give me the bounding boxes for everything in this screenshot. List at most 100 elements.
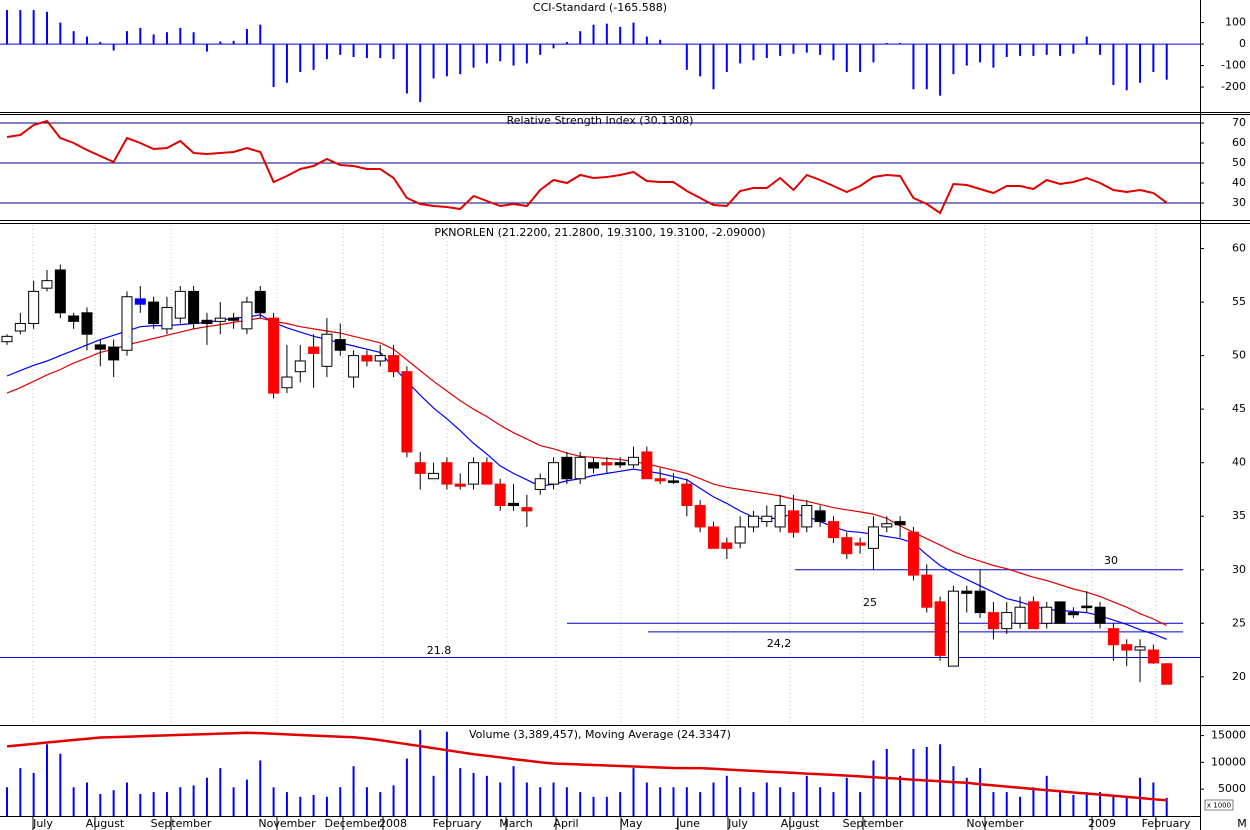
- y-tick-label: 60: [1232, 242, 1246, 255]
- candle-body: [1161, 663, 1173, 685]
- candle-body: [308, 346, 320, 354]
- candle-body: [734, 526, 746, 544]
- x-tick-label: June: [675, 817, 700, 830]
- candle-body: [787, 510, 799, 533]
- candle-body: [574, 456, 586, 480]
- candle-body: [721, 542, 733, 549]
- candle-body: [481, 462, 493, 485]
- candle-body: [987, 612, 999, 630]
- candle-body: [761, 515, 773, 523]
- candle-body: [681, 483, 693, 507]
- candle-body: [707, 526, 719, 549]
- candle-body: [534, 478, 546, 490]
- candle-body: [174, 290, 186, 319]
- candle-body: [214, 317, 226, 322]
- candle-body: [108, 346, 120, 361]
- y-tick-label: 60: [1232, 136, 1246, 149]
- candle-body: [614, 462, 626, 466]
- y-tick-label: 30: [1232, 196, 1246, 209]
- candle-body: [254, 290, 266, 314]
- x-tick-label: February: [1142, 817, 1191, 830]
- moving-average: [6, 317, 1167, 626]
- candle-body: [14, 323, 26, 332]
- x-tick-label: May: [620, 817, 643, 830]
- candle-body: [921, 574, 933, 608]
- x-tick-label: September: [151, 817, 212, 830]
- support-label: 25: [863, 596, 877, 609]
- x-tick-label: July: [727, 817, 748, 830]
- candle-body: [867, 526, 879, 549]
- candle-body: [1107, 628, 1119, 646]
- x-tick-label: February: [433, 817, 482, 830]
- candle-body: [441, 462, 453, 485]
- x-tick-label: M: [1237, 817, 1247, 830]
- candle-body: [361, 355, 373, 362]
- volume-moving-average: [6, 731, 1167, 802]
- candle-body: [894, 521, 906, 526]
- candle-body: [228, 317, 240, 321]
- y-tick-label: -200: [1221, 80, 1246, 93]
- rsi-title: Relative Strength Index (30.1308): [507, 114, 694, 127]
- support-label: 21.8: [427, 644, 452, 657]
- rsi-line: [6, 119, 1168, 215]
- candle-body: [1134, 646, 1146, 651]
- x-tick-label: April: [553, 817, 578, 830]
- y-tick-label: 50: [1232, 156, 1246, 169]
- candle-body: [428, 472, 440, 480]
- candle-body: [294, 360, 306, 373]
- candle-body: [947, 590, 959, 667]
- candle-body: [41, 280, 53, 289]
- x-tick-label: November: [966, 817, 1024, 830]
- candle-body: [148, 301, 160, 325]
- candle-body: [201, 319, 213, 325]
- candle-body: [1054, 601, 1066, 624]
- candle-body: [1014, 606, 1026, 624]
- y-tick-label: 10000: [1211, 755, 1246, 768]
- candle-body: [654, 478, 666, 482]
- candle-body: [694, 505, 706, 528]
- candle-body: [161, 306, 173, 330]
- cci-title: CCI-Standard (-165.588): [533, 1, 667, 14]
- candle-body: [801, 505, 813, 528]
- y-tick-label: 40: [1232, 176, 1246, 189]
- y-tick-label: -100: [1221, 59, 1246, 72]
- candle-body: [1081, 605, 1093, 609]
- candle-body: [54, 269, 66, 314]
- candle-body: [1, 335, 13, 343]
- candle-body: [374, 355, 386, 362]
- candle-body: [521, 507, 533, 512]
- unit-label: x 1000: [1207, 802, 1231, 810]
- y-tick-label: 5000: [1218, 782, 1246, 795]
- unit-box: [1204, 799, 1234, 811]
- candle-body: [321, 333, 333, 367]
- x-tick-label: March: [499, 817, 533, 830]
- candle-body: [1027, 601, 1039, 630]
- y-tick-label: 35: [1232, 509, 1246, 522]
- candle-body: [1067, 612, 1079, 616]
- candle-body: [548, 462, 560, 485]
- candle-body: [94, 344, 106, 350]
- candle-body: [907, 531, 919, 576]
- candle-body: [121, 296, 133, 351]
- candle-body: [1147, 649, 1159, 664]
- candle-body: [268, 317, 280, 394]
- candle-body: [974, 590, 986, 614]
- candle-body: [747, 515, 759, 528]
- candle-body: [281, 376, 293, 389]
- candle-body: [561, 456, 573, 480]
- candle-body: [414, 462, 426, 474]
- candle-body: [241, 301, 253, 330]
- candle-body: [881, 523, 893, 528]
- candle-body: [641, 451, 653, 480]
- x-tick-label: August: [86, 817, 125, 830]
- y-tick-label: 70: [1232, 116, 1246, 129]
- candle-body: [348, 355, 360, 378]
- y-tick-label: 20: [1232, 670, 1246, 683]
- candle-body: [961, 590, 973, 594]
- moving-average: [6, 314, 1167, 640]
- candle-body: [68, 315, 80, 322]
- candle-body: [81, 312, 93, 335]
- candle-body: [827, 521, 839, 539]
- candle-body: [508, 502, 520, 507]
